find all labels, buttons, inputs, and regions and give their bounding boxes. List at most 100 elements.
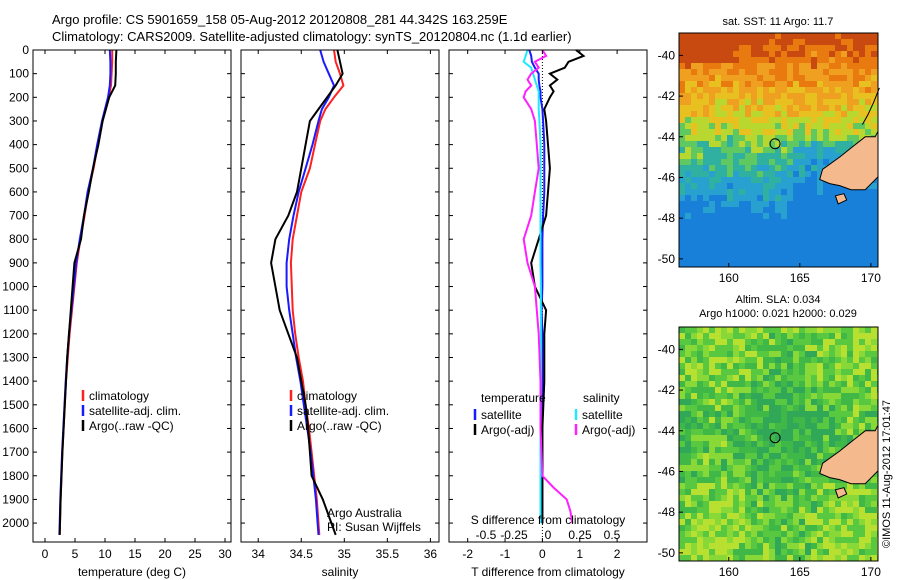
map-cell bbox=[871, 219, 878, 226]
map-cell bbox=[847, 231, 854, 238]
map-cell bbox=[685, 141, 692, 148]
map-cell bbox=[805, 549, 812, 556]
map-cell bbox=[757, 441, 764, 448]
map-cell bbox=[727, 51, 734, 58]
map-cell bbox=[835, 537, 842, 544]
map-cell bbox=[709, 261, 716, 267]
map-frame bbox=[678, 32, 879, 268]
map-cell bbox=[811, 99, 818, 106]
map-cell bbox=[871, 555, 878, 561]
map-cell bbox=[787, 51, 794, 58]
map-cell bbox=[727, 423, 734, 430]
map-cell bbox=[787, 435, 794, 442]
map-cell bbox=[709, 165, 716, 172]
map-cell bbox=[799, 483, 806, 490]
map-cell bbox=[685, 555, 692, 561]
map-cell bbox=[811, 159, 818, 166]
map-cell bbox=[817, 111, 824, 118]
map-cell bbox=[733, 243, 740, 250]
map-cell bbox=[811, 117, 818, 124]
map-cell bbox=[787, 123, 794, 130]
y-tick-label: 1500 bbox=[2, 398, 29, 412]
map-cell bbox=[703, 351, 710, 358]
map-cell bbox=[859, 411, 866, 418]
map-cell bbox=[709, 399, 716, 406]
map-cell bbox=[853, 411, 860, 418]
map-cell bbox=[715, 333, 722, 340]
map-cell bbox=[727, 105, 734, 112]
map-cell bbox=[841, 147, 848, 154]
map-cell bbox=[865, 117, 872, 124]
map-cell bbox=[685, 459, 692, 466]
map-cell bbox=[829, 39, 836, 46]
map-cell bbox=[841, 249, 848, 256]
map-cell bbox=[679, 237, 686, 244]
map-cell bbox=[781, 543, 788, 550]
map-cell bbox=[793, 483, 800, 490]
map-cell bbox=[823, 495, 830, 502]
map-cell bbox=[739, 183, 746, 190]
map-cell bbox=[763, 333, 770, 340]
map-cell bbox=[865, 69, 872, 76]
map-cell bbox=[781, 111, 788, 118]
map-cell bbox=[871, 81, 878, 88]
map-cell bbox=[841, 375, 848, 382]
map-cell bbox=[853, 369, 860, 376]
map-cell bbox=[757, 111, 764, 118]
map-cell bbox=[709, 147, 716, 154]
map-cell bbox=[853, 429, 860, 436]
map-cell bbox=[703, 249, 710, 256]
map-cell bbox=[703, 393, 710, 400]
map-cell bbox=[829, 111, 836, 118]
map-cell bbox=[811, 69, 818, 76]
legend-header-temperature: temperature bbox=[481, 391, 546, 405]
x-tick-label: 1 bbox=[576, 547, 583, 561]
map-cell bbox=[703, 183, 710, 190]
map-cell bbox=[817, 447, 824, 454]
map-cell bbox=[865, 75, 872, 82]
map-cell bbox=[697, 255, 704, 262]
map-cell bbox=[781, 537, 788, 544]
map-cell bbox=[763, 549, 770, 556]
map-cell bbox=[835, 507, 842, 514]
map-cell bbox=[793, 99, 800, 106]
map-cell bbox=[835, 417, 842, 424]
map-cell bbox=[793, 375, 800, 382]
map-cell bbox=[721, 525, 728, 532]
map-cell bbox=[697, 39, 704, 46]
map-cell bbox=[715, 87, 722, 94]
x-axis-label: salinity bbox=[322, 565, 359, 579]
map-cell bbox=[685, 345, 692, 352]
map-cell bbox=[817, 399, 824, 406]
map-cell bbox=[745, 81, 752, 88]
map-cell bbox=[865, 549, 872, 556]
map-cell bbox=[859, 129, 866, 136]
map-cell bbox=[871, 423, 878, 430]
map-cell bbox=[871, 501, 878, 508]
map-cell bbox=[841, 543, 848, 550]
map-cell bbox=[739, 81, 746, 88]
map-cell bbox=[733, 201, 740, 208]
map-cell bbox=[745, 471, 752, 478]
map-cell bbox=[829, 243, 836, 250]
map-cell bbox=[691, 447, 698, 454]
map-cell bbox=[775, 243, 782, 250]
map-cell bbox=[739, 87, 746, 94]
map-cell bbox=[685, 159, 692, 166]
map-cell bbox=[793, 453, 800, 460]
map-cell bbox=[733, 225, 740, 232]
map-cell bbox=[679, 255, 686, 262]
map-cell bbox=[697, 345, 704, 352]
map-cell bbox=[841, 369, 848, 376]
map-cell bbox=[697, 501, 704, 508]
map-cell bbox=[727, 117, 734, 124]
map-cell bbox=[727, 219, 734, 226]
map-cell bbox=[811, 345, 818, 352]
map-cell bbox=[823, 405, 830, 412]
map-cell bbox=[763, 69, 770, 76]
y-tick-label: -40 bbox=[658, 342, 676, 356]
map-cell bbox=[853, 57, 860, 64]
map-cell bbox=[691, 465, 698, 472]
map-cell bbox=[811, 261, 818, 267]
map-cell bbox=[865, 261, 872, 267]
